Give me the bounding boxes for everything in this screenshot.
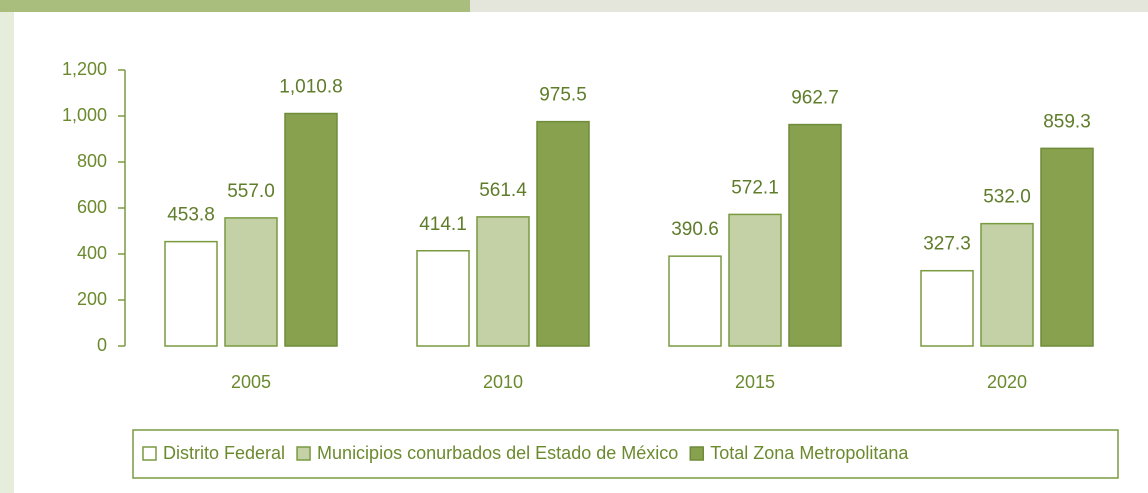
header-band-light (470, 0, 1148, 12)
legend-swatch (296, 446, 311, 461)
value-label: 557.0 (227, 181, 275, 202)
value-label: 561.4 (479, 180, 527, 201)
y-tick-label: 200 (77, 289, 107, 309)
y-tick-label: 800 (77, 151, 107, 171)
y-tick-label: 0 (97, 335, 107, 355)
value-label: 453.8 (167, 205, 215, 226)
bar (788, 123, 842, 347)
bar (920, 269, 974, 347)
bar (536, 120, 590, 347)
value-label: 975.5 (539, 85, 587, 106)
bar (1040, 147, 1094, 347)
legend-label: Distrito Federal (163, 443, 285, 463)
bar (476, 216, 530, 347)
value-label: 859.3 (1043, 111, 1091, 132)
bar (980, 222, 1034, 347)
y-tick-label: 400 (77, 243, 107, 263)
y-tick-label: 1,200 (62, 59, 107, 79)
bar (668, 255, 722, 347)
value-label: 572.1 (731, 177, 779, 198)
bar (164, 240, 218, 347)
y-tick-label: 1,000 (62, 105, 107, 125)
header-band (0, 0, 470, 12)
x-tick-label: 2005 (231, 372, 271, 392)
value-label: 390.6 (671, 219, 719, 240)
legend-swatch (142, 446, 157, 461)
x-tick-label: 2015 (735, 372, 775, 392)
value-label: 327.3 (923, 234, 971, 255)
bar (224, 217, 278, 347)
bar (284, 112, 338, 347)
y-tick-label: 600 (77, 197, 107, 217)
side-strip (0, 12, 14, 493)
x-tick-label: 2010 (483, 372, 523, 392)
x-tick-label: 2020 (987, 372, 1027, 392)
bar (728, 213, 782, 347)
value-label: 414.1 (419, 214, 467, 235)
bar (416, 250, 470, 347)
value-label: 1,010.8 (279, 77, 342, 98)
value-label: 962.7 (791, 88, 839, 109)
legend-swatch (689, 446, 705, 461)
value-label: 532.0 (983, 187, 1031, 208)
legend-label: Total Zona Metropolitana (710, 443, 909, 463)
legend-box (132, 429, 1119, 479)
legend-label: Municipios conurbados del Estado de Méxi… (317, 443, 678, 463)
